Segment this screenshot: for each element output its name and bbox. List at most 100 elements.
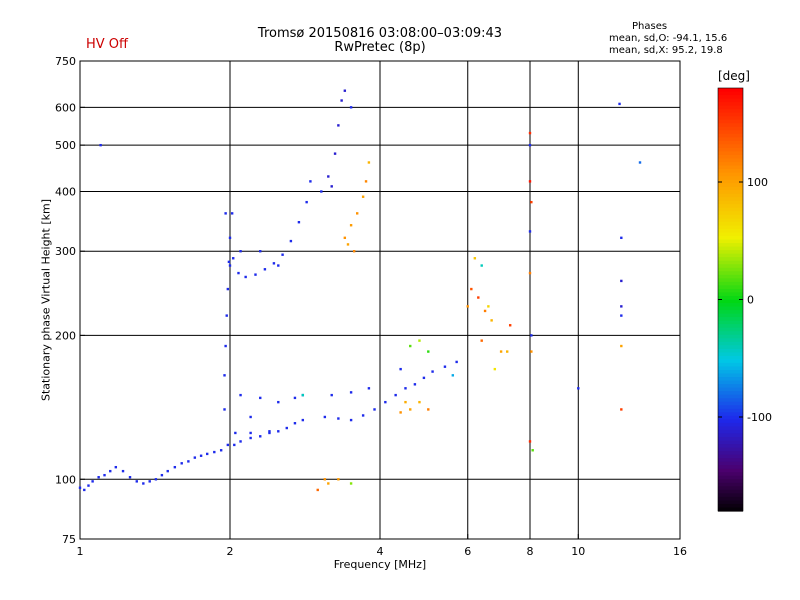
colorbar-segment bbox=[718, 299, 743, 304]
o-mode-point bbox=[103, 473, 106, 477]
x-mode-point bbox=[528, 131, 532, 135]
colorbar-segment bbox=[718, 140, 743, 145]
colorbar-segment bbox=[718, 257, 743, 262]
o-mode-point bbox=[180, 462, 183, 465]
o-mode-point bbox=[87, 484, 90, 487]
y-tick-label: 750 bbox=[55, 55, 76, 68]
o-mode-point bbox=[166, 469, 169, 473]
o-mode-point bbox=[577, 387, 580, 390]
colorbar-segment bbox=[718, 500, 743, 505]
colorbar-segment bbox=[718, 436, 743, 442]
page-subtitle: RwPretec (8p) bbox=[334, 40, 426, 55]
colorbar-segment bbox=[718, 503, 743, 509]
y-axis-label: Stationary phase Virtual Height [km] bbox=[39, 198, 53, 402]
o-mode-point bbox=[330, 393, 333, 397]
o-mode-point bbox=[330, 185, 333, 188]
colorbar-segment bbox=[718, 493, 743, 498]
o-mode-point bbox=[244, 275, 247, 279]
o-mode-point bbox=[361, 414, 365, 417]
o-mode-point bbox=[293, 396, 297, 400]
o-mode-point bbox=[285, 426, 288, 430]
axis-ticks: 1 2 4 6 8 10 16 75 100 200 300 400 500 600 750 bbox=[55, 55, 687, 558]
x-mode-point bbox=[327, 482, 330, 485]
colorbar-segment bbox=[718, 320, 743, 325]
o-mode-point bbox=[528, 230, 532, 233]
colorbar-segment bbox=[718, 260, 743, 265]
o-mode-point bbox=[367, 387, 371, 390]
o-mode-point bbox=[173, 465, 177, 469]
stats-heading: Phases bbox=[632, 21, 668, 32]
colorbar-segment bbox=[718, 281, 743, 286]
colorbar-segment bbox=[718, 422, 743, 427]
colorbar-segment bbox=[718, 239, 743, 244]
colorbar-segment bbox=[718, 489, 743, 494]
x-mode-point bbox=[480, 264, 483, 267]
x-tick-label: 4 bbox=[377, 545, 384, 558]
colorbar-segment bbox=[718, 214, 743, 220]
colorbar-segment bbox=[718, 116, 743, 121]
x-mode-point bbox=[427, 408, 430, 411]
colorbar-segment bbox=[718, 310, 743, 315]
colorbar-segment bbox=[718, 295, 743, 301]
o-mode-point bbox=[109, 469, 112, 473]
colorbar-segment bbox=[718, 200, 743, 205]
x-mode-point bbox=[323, 478, 327, 481]
colorbar-segment bbox=[718, 246, 743, 251]
o-mode-point bbox=[259, 435, 262, 438]
colorbar-segment bbox=[718, 130, 743, 135]
x-tick-label: 1 bbox=[77, 545, 84, 558]
o-mode-point bbox=[309, 180, 312, 183]
o-mode-point bbox=[226, 287, 230, 291]
colorbar-segment bbox=[718, 133, 743, 138]
x-mode-point bbox=[409, 344, 412, 348]
colorbar-segment bbox=[718, 292, 743, 297]
o-mode-point bbox=[99, 143, 102, 147]
colorbar-segment bbox=[718, 253, 743, 258]
x-mode-point bbox=[530, 350, 533, 353]
o-mode-point bbox=[384, 400, 387, 404]
colorbar-segment bbox=[718, 461, 743, 466]
colorbar-segment bbox=[718, 380, 743, 385]
o-mode-point bbox=[277, 430, 280, 433]
x-mode-point bbox=[487, 305, 490, 308]
colorbar-segment bbox=[718, 468, 743, 473]
o-mode-point bbox=[121, 469, 125, 473]
colorbar-segment bbox=[718, 123, 743, 128]
x-mode-point bbox=[490, 319, 493, 322]
colorbar-segment bbox=[718, 285, 743, 290]
o-mode-point bbox=[249, 436, 252, 440]
page-title: Tromsø 20150816 03:08:00–03:09:43 bbox=[257, 26, 503, 41]
x-mode-point bbox=[367, 161, 371, 164]
o-mode-point bbox=[281, 253, 284, 256]
colorbar-segment bbox=[718, 267, 743, 272]
colorbar-segment bbox=[718, 408, 743, 413]
colorbar-segment bbox=[718, 105, 743, 110]
x-mode-point bbox=[620, 408, 623, 411]
colorbar-segment bbox=[718, 355, 743, 361]
x-mode-point bbox=[352, 250, 356, 253]
o-mode-point bbox=[394, 393, 397, 397]
o-mode-point bbox=[399, 367, 402, 371]
colorbar-segment bbox=[718, 415, 743, 420]
o-mode-point bbox=[618, 102, 621, 106]
colorbar-segment bbox=[718, 137, 743, 142]
colorbar-segment bbox=[718, 391, 743, 396]
colorbar-segment bbox=[718, 341, 743, 346]
o-mode-point bbox=[226, 443, 230, 447]
o-mode-point bbox=[289, 239, 293, 243]
colorbar-segment bbox=[718, 176, 743, 181]
o-mode-point bbox=[349, 106, 353, 109]
x-mode-point bbox=[499, 350, 503, 353]
o-mode-point bbox=[237, 271, 240, 275]
colorbar-segment bbox=[718, 398, 743, 403]
colorbar-segment bbox=[718, 162, 743, 167]
colorbar-segment bbox=[718, 475, 743, 480]
x-mode-point bbox=[301, 393, 305, 397]
colorbar-segment bbox=[718, 440, 743, 445]
o-mode-point bbox=[530, 334, 533, 337]
o-mode-point bbox=[373, 408, 376, 411]
colorbar-segment bbox=[718, 370, 743, 375]
x-mode-point bbox=[620, 344, 623, 348]
colorbar-segment bbox=[718, 193, 743, 198]
colorbar-segment bbox=[718, 394, 743, 399]
